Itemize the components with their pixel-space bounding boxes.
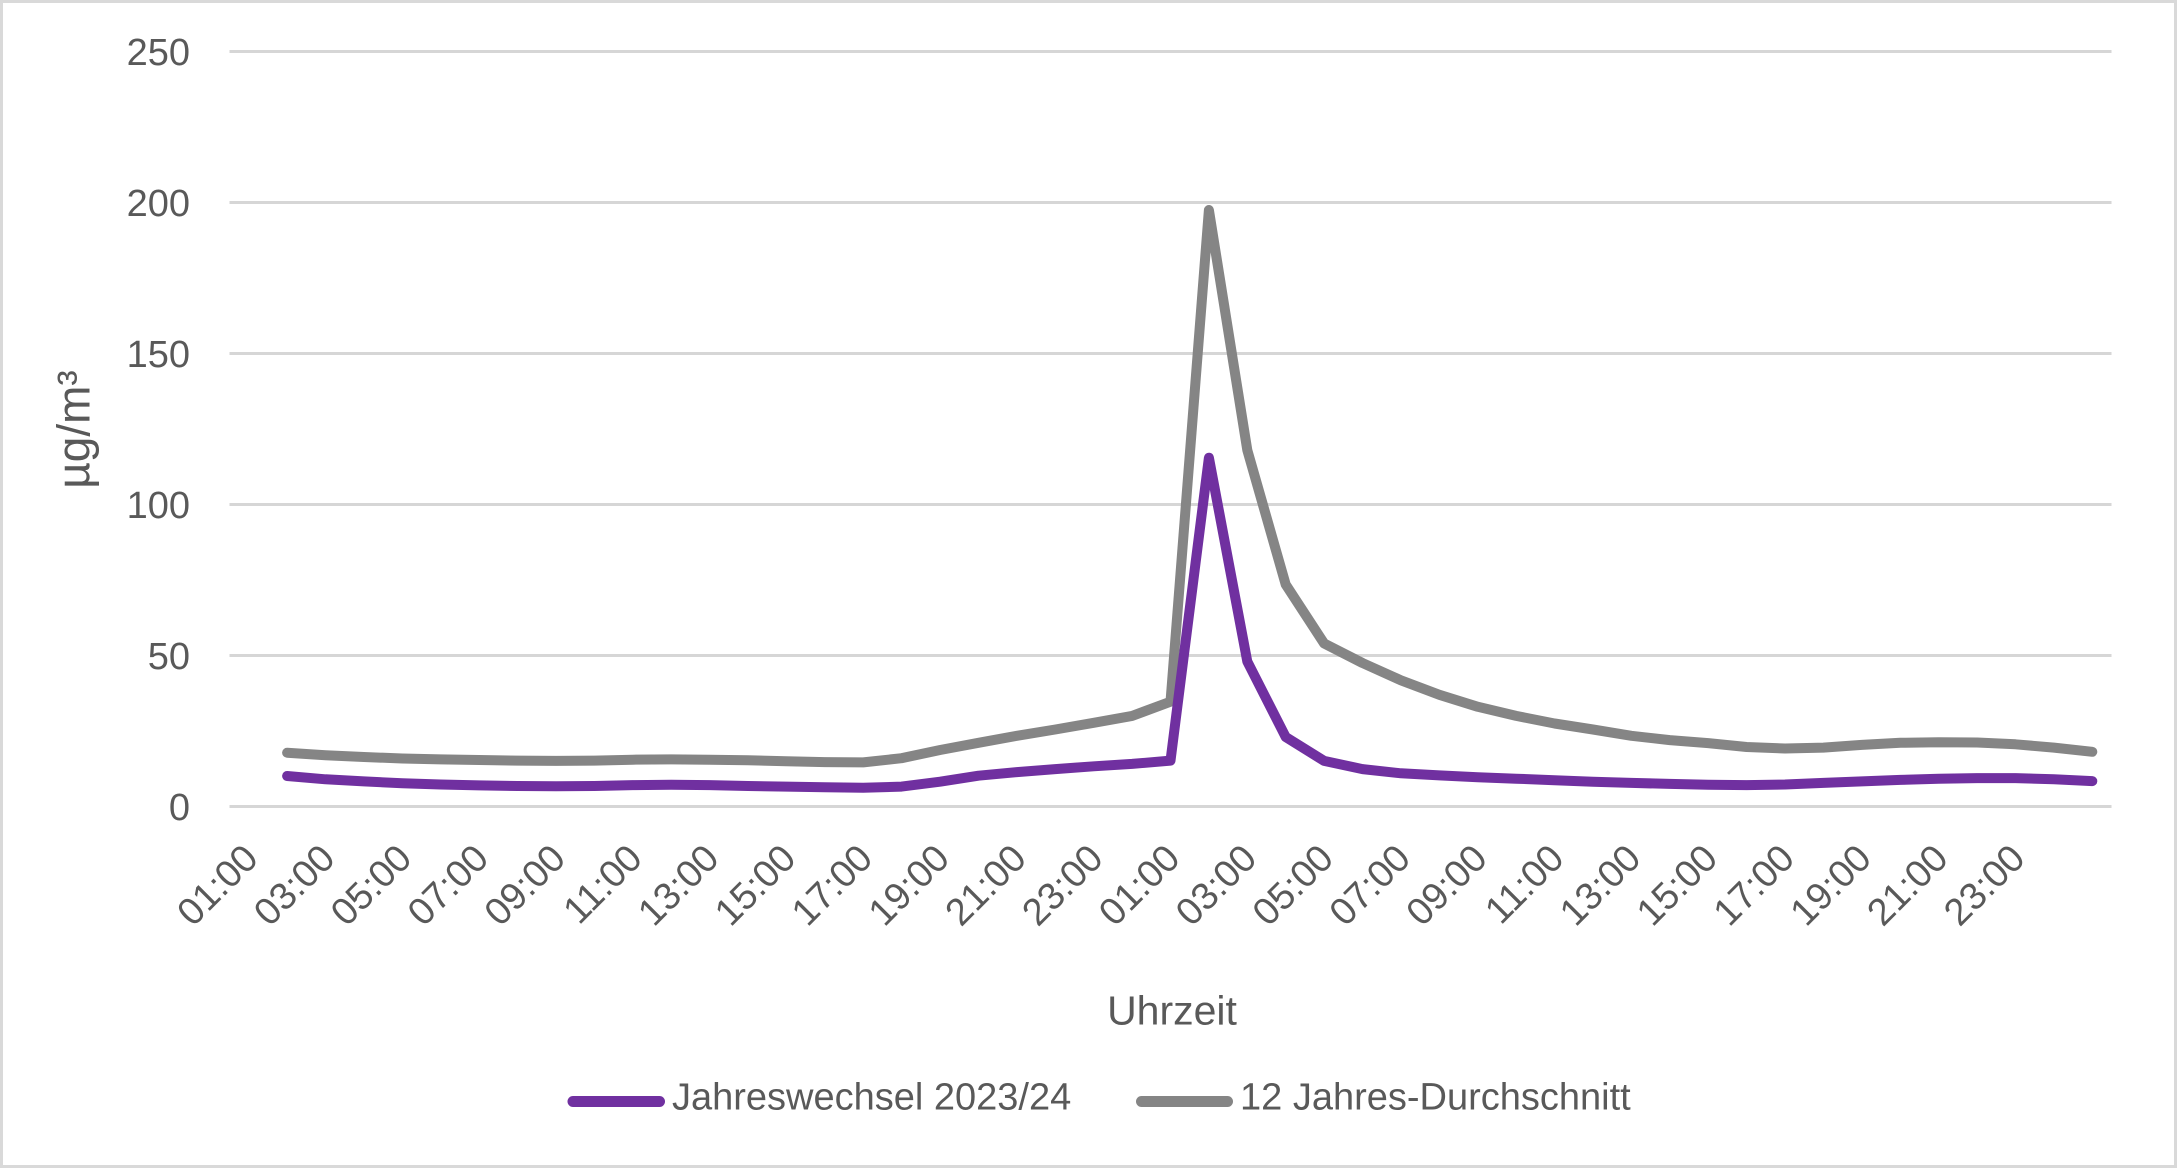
svg-text:50: 50 <box>148 636 190 678</box>
svg-text:Jahreswechsel 2023/24: Jahreswechsel 2023/24 <box>672 1077 1071 1119</box>
svg-text:150: 150 <box>127 334 190 376</box>
svg-text:12 Jahres-Durchschnitt: 12 Jahres-Durchschnitt <box>1240 1077 1631 1119</box>
svg-text:0: 0 <box>169 787 190 829</box>
svg-text:µg/m³: µg/m³ <box>48 370 100 489</box>
svg-text:100: 100 <box>127 485 190 527</box>
svg-text:250: 250 <box>127 32 190 74</box>
svg-text:Uhrzeit: Uhrzeit <box>1107 988 1237 1034</box>
svg-text:200: 200 <box>127 183 190 225</box>
